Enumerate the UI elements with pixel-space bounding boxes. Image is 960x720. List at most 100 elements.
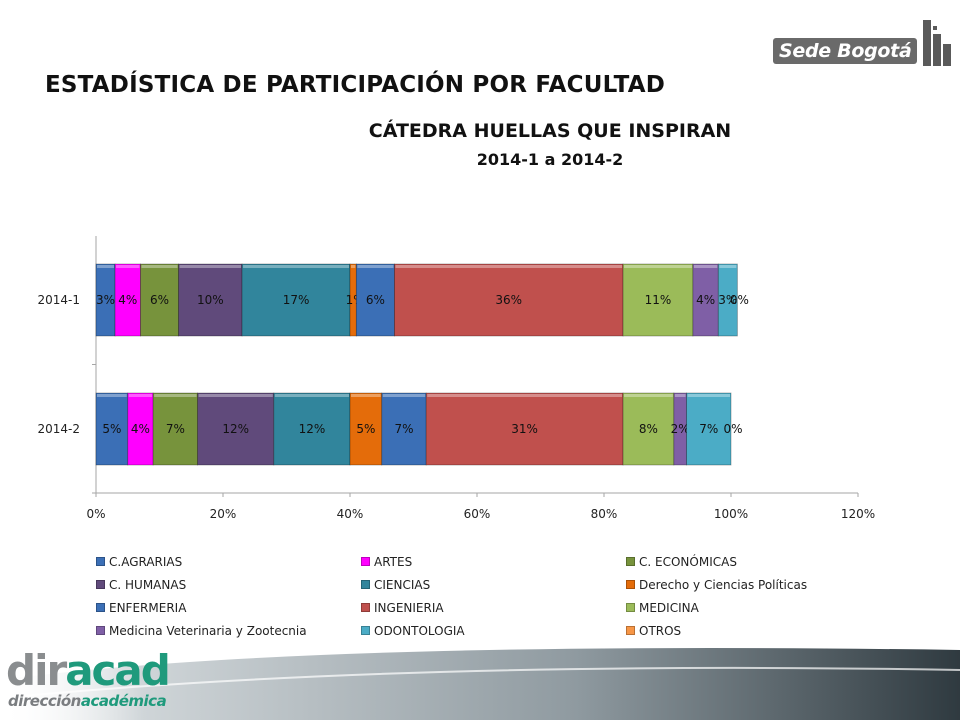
legend-swatch (626, 626, 635, 635)
legend-item: ENFERMERIA (96, 598, 361, 617)
legend-swatch (361, 557, 370, 566)
bar-highlight (179, 265, 242, 268)
bar-segment (686, 392, 732, 466)
diracad-logo: diracad (6, 646, 171, 695)
legend-swatch (626, 557, 635, 566)
chart-legend: C.AGRARIAS ARTES C. ECONÓMICAS C. HUMANAS CI… (96, 552, 896, 640)
x-tick-label: 100% (714, 507, 748, 521)
bar-highlight (351, 265, 356, 268)
legend-swatch (361, 580, 370, 589)
bar-highlight (687, 394, 730, 397)
page-title: ESTADÍSTICA DE PARTICIPACIÓN POR FACULTA… (45, 72, 666, 98)
data-label: 4% (696, 293, 715, 307)
direccion-academica-text: direcciónacadémica (8, 692, 167, 710)
data-label: 3% (718, 293, 737, 307)
chart-subtitle: 2014-1 a 2014-2 (476, 150, 624, 169)
university-mark-icon (923, 20, 951, 66)
data-label: 17% (283, 293, 310, 307)
legend-label: C.AGRARIAS (109, 554, 183, 569)
category-label: 2014-1 (37, 293, 80, 307)
legend-item: MEDICINA (626, 598, 891, 617)
legend-label: CIENCIAS (374, 577, 431, 592)
bar-highlight (427, 394, 623, 397)
legend-item: C. ECONÓMICAS (626, 552, 891, 571)
data-label: 6% (150, 293, 169, 307)
bar-segment (622, 263, 694, 337)
data-label: 10% (197, 293, 224, 307)
x-tick-label: 120% (841, 507, 875, 521)
sede-bogota-logo: Sede Bogotá (773, 20, 953, 70)
bar-highlight (97, 265, 115, 268)
legend-swatch (96, 603, 105, 612)
legend-item: INGENIERIA (361, 598, 626, 617)
x-tick-label: 60% (464, 507, 491, 521)
data-label: 12% (299, 422, 326, 436)
bar-segment (197, 392, 275, 466)
data-label: 3% (96, 293, 115, 307)
bar-highlight (274, 394, 349, 397)
bar-segment (349, 392, 383, 466)
legend-label: ENFERMERIA (109, 600, 187, 615)
legend-item: C.AGRARIAS (96, 552, 361, 571)
data-label: 7% (394, 422, 413, 436)
x-tick-label: 80% (591, 507, 618, 521)
legend-label: ODONTOLOGIA (374, 623, 465, 638)
bar-segment (241, 263, 351, 337)
bar-highlight (351, 394, 381, 397)
data-label: 8% (639, 422, 658, 436)
data-label: 2% (671, 422, 690, 436)
bar-segment (152, 392, 198, 466)
legend-item: Medicina Veterinaria y Zootecnia (96, 621, 361, 640)
legend-label: C. ECONÓMICAS (639, 554, 737, 569)
data-label: 4% (118, 293, 137, 307)
legend-swatch (96, 626, 105, 635)
data-label: 4% (131, 422, 150, 436)
bar-segment (717, 263, 738, 337)
bar-segment (355, 263, 395, 337)
legend-item: OTROS (626, 621, 891, 640)
data-label: 11% (645, 293, 672, 307)
data-label: 31% (511, 422, 538, 436)
bar-highlight (128, 394, 153, 397)
bar-highlight (674, 394, 686, 397)
legend-swatch (96, 580, 105, 589)
bar-segment (425, 392, 624, 466)
legend-swatch (361, 603, 370, 612)
legend-label: OTROS (639, 623, 682, 638)
bar-segment (114, 263, 141, 337)
bar-segment (692, 263, 719, 337)
data-label: 12% (222, 422, 249, 436)
x-tick-label: 0% (86, 507, 105, 521)
bar-segment (140, 263, 179, 337)
data-label: 6% (366, 293, 385, 307)
data-label: 5% (102, 422, 121, 436)
data-label: 7% (166, 422, 185, 436)
legend-item: ARTES (361, 552, 626, 571)
bar-segment (381, 392, 427, 466)
legend-label: MEDICINA (639, 600, 699, 615)
bar-segment (273, 392, 351, 466)
bar-highlight (97, 394, 127, 397)
bar-highlight (198, 394, 273, 397)
bar-segment (394, 263, 624, 337)
legend-label: C. HUMANAS (109, 577, 187, 592)
legend-swatch (361, 626, 370, 635)
chart-title: CÁTEDRA HUELLAS QUE INSPIRAN (368, 120, 732, 142)
legend-item: CIENCIAS (361, 575, 626, 594)
bar-highlight (693, 265, 718, 268)
legend-item: ODONTOLOGIA (361, 621, 626, 640)
category-label: 2014-2 (37, 422, 80, 436)
legend-label: ARTES (374, 554, 413, 569)
bar-highlight (395, 265, 623, 268)
legend-label: Medicina Veterinaria y Zootecnia (109, 623, 307, 638)
bar-highlight (154, 394, 197, 397)
bar-highlight (624, 265, 692, 268)
bar-segment (178, 263, 243, 337)
bar-highlight (243, 265, 349, 268)
data-label: 0% (723, 422, 742, 436)
legend-label: INGENIERIA (374, 600, 444, 615)
data-label: 0% (730, 293, 749, 307)
footer-band (0, 648, 960, 720)
bar-highlight (382, 394, 426, 397)
